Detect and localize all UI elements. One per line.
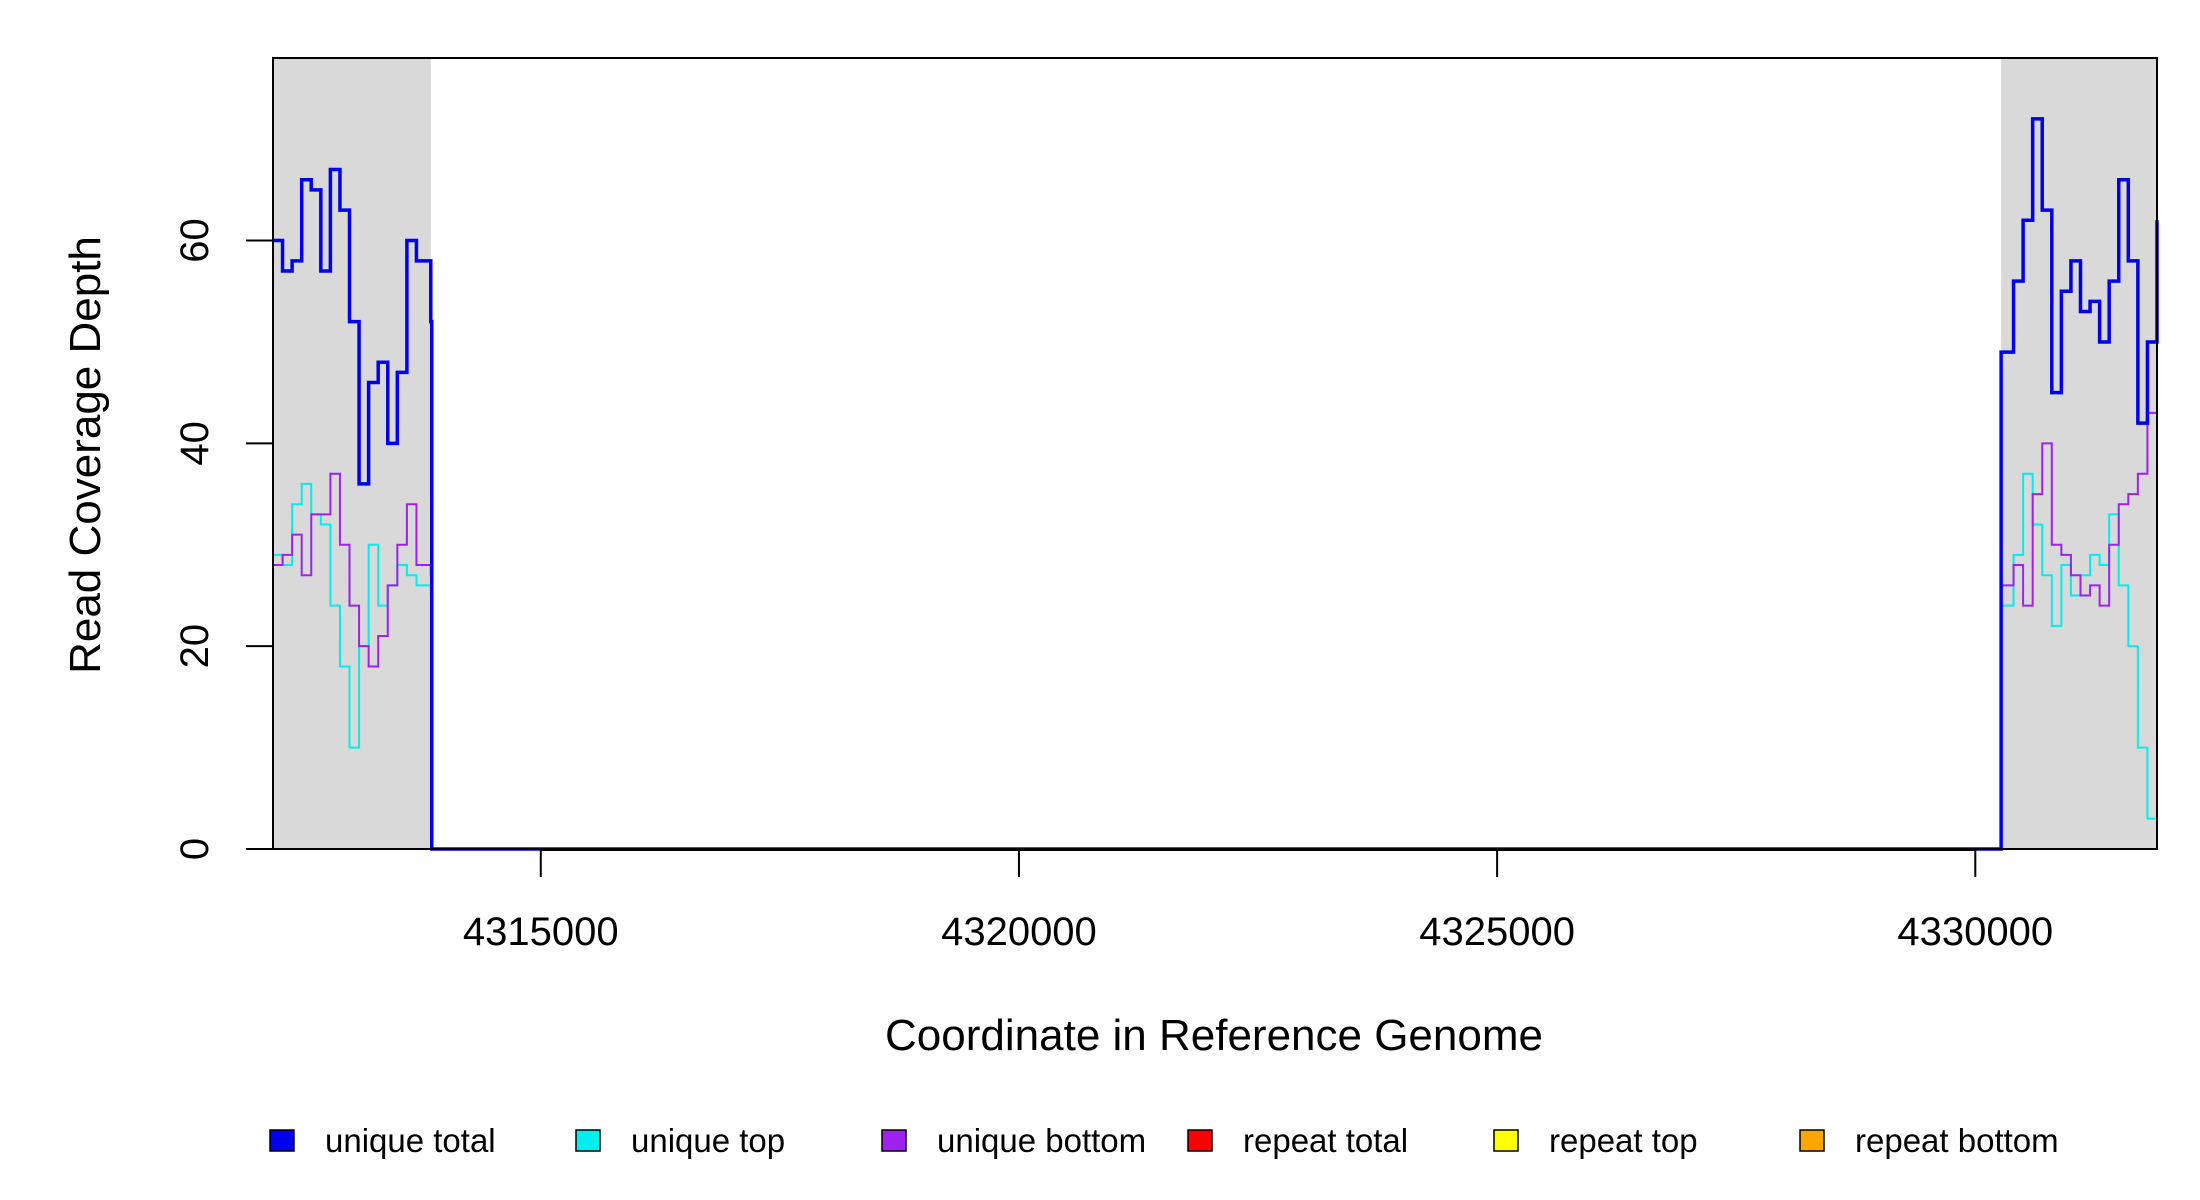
axes: 4315000 4320000 4325000 4330000 0 20 40 60 xyxy=(173,218,2053,954)
plot-frame xyxy=(272,57,2158,850)
series-line-unique-bottom xyxy=(273,392,2158,850)
legend: unique total unique top unique bottom repea… xyxy=(269,1122,2059,1159)
series-lines xyxy=(273,117,2159,851)
shaded-region-1 xyxy=(273,58,431,849)
legend-swatch xyxy=(269,1129,295,1152)
legend-item-unique-bottom: unique bottom xyxy=(881,1122,1146,1159)
series-line-unique-total xyxy=(273,117,2159,851)
legend-item-repeat-top: repeat top xyxy=(1493,1122,1698,1159)
legend-label: repeat top xyxy=(1549,1122,1698,1159)
y-axis-title: Read Coverage Depth xyxy=(61,236,110,674)
legend-label: unique bottom xyxy=(937,1122,1146,1159)
legend-item-unique-top: unique top xyxy=(575,1122,785,1159)
y-tick-label: 40 xyxy=(173,421,217,466)
shaded-regions xyxy=(273,58,2157,849)
y-tick-label: 20 xyxy=(173,624,217,669)
series-line-unique-top xyxy=(273,472,2158,850)
legend-item-unique-total: unique total xyxy=(269,1122,496,1159)
legend-item-repeat-bottom: repeat bottom xyxy=(1799,1122,2059,1159)
y-tick-label: 0 xyxy=(173,838,217,860)
legend-swatch xyxy=(1799,1129,1825,1152)
x-tick-label: 4315000 xyxy=(463,910,619,954)
legend-swatch xyxy=(575,1129,601,1152)
x-tick-label: 4325000 xyxy=(1419,910,1575,954)
legend-label: unique total xyxy=(325,1122,496,1159)
legend-swatch xyxy=(1187,1129,1213,1152)
legend-label: repeat total xyxy=(1243,1122,1408,1159)
legend-swatch xyxy=(1493,1129,1519,1152)
y-tick-label: 60 xyxy=(173,218,217,262)
legend-label: unique top xyxy=(631,1122,785,1159)
shaded-region-2 xyxy=(2001,58,2157,849)
legend-label: repeat bottom xyxy=(1855,1122,2059,1159)
x-tick-label: 4320000 xyxy=(941,910,1097,954)
x-axis-title: Coordinate in Reference Genome xyxy=(885,1011,1543,1060)
legend-item-repeat-total: repeat total xyxy=(1187,1122,1408,1159)
legend-swatch xyxy=(881,1129,907,1152)
x-tick-label: 4330000 xyxy=(1897,910,2053,954)
